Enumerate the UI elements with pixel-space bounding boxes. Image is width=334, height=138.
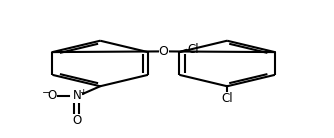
Text: O: O: [47, 89, 56, 102]
Text: Cl: Cl: [221, 92, 233, 105]
Text: +: +: [79, 88, 87, 97]
Text: N: N: [72, 89, 81, 102]
Text: Cl: Cl: [188, 43, 199, 56]
Text: −: −: [41, 88, 50, 98]
Text: O: O: [159, 45, 169, 58]
Text: O: O: [72, 114, 81, 127]
